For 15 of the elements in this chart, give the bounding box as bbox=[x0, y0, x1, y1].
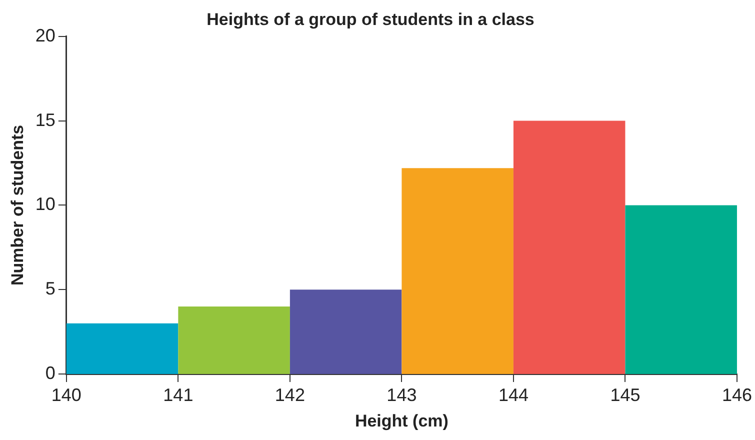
y-tick-label: 10 bbox=[35, 194, 56, 214]
chart-title: Heights of a group of students in a class bbox=[206, 10, 534, 29]
x-tick-label: 141 bbox=[163, 384, 194, 405]
y-tick-label: 15 bbox=[35, 110, 56, 130]
x-tick-label: 146 bbox=[722, 384, 752, 405]
x-tick-label: 142 bbox=[274, 384, 305, 405]
y-tick-label: 0 bbox=[45, 362, 56, 383]
x-tick-label: 144 bbox=[498, 384, 528, 405]
x-tick-label: 145 bbox=[610, 384, 640, 405]
y-axis-title: Number of students bbox=[8, 124, 27, 286]
y-tick-label: 5 bbox=[45, 278, 56, 299]
x-axis-title: Height (cm) bbox=[354, 411, 448, 430]
x-tick-label: 140 bbox=[51, 384, 82, 405]
x-tick-label: 143 bbox=[386, 384, 417, 405]
y-tick-label: 20 bbox=[35, 25, 56, 46]
